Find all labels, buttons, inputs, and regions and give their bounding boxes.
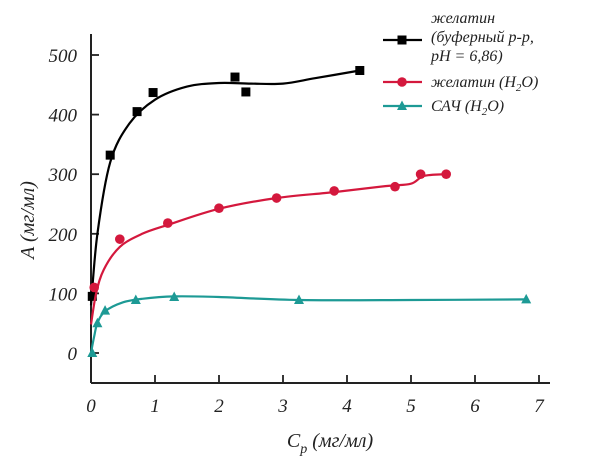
x-tick-label: 3 [277, 396, 288, 417]
x-tick-label: 1 [150, 396, 160, 417]
series-hsa-water [87, 291, 532, 357]
x-tick-label: 5 [406, 396, 416, 417]
series-gelatin-water [89, 169, 452, 325]
legend-label-hsa-water: САЧ (H2O) [431, 98, 504, 118]
data-point-hsa-water [294, 294, 304, 304]
data-point-gelatin-water [441, 169, 452, 179]
y-tick-label: 200 [49, 225, 78, 246]
legend-marker-gelatin-buffer [397, 35, 407, 45]
legend-label-gelatin-buffer: (буферный р-р, [431, 29, 534, 46]
chart-series [87, 65, 532, 357]
series-gelatin-buffer [87, 65, 365, 306]
data-point-gelatin-water [271, 193, 282, 203]
data-point-hsa-water [92, 317, 103, 328]
data-point-gelatin-water [214, 203, 224, 213]
data-point-gelatin-water [163, 218, 173, 228]
data-point-gelatin-buffer [105, 150, 115, 160]
data-point-gelatin-buffer [148, 88, 158, 98]
legend-label-gelatin-water: желатин (H2O) [431, 74, 538, 94]
y-tick-label: 300 [48, 165, 78, 186]
y-tick-label: 400 [49, 106, 78, 127]
data-point-gelatin-water [390, 181, 400, 192]
data-point-gelatin-buffer [132, 107, 142, 117]
x-tick-label: 7 [534, 396, 545, 417]
x-tick-label: 0 [86, 396, 96, 417]
series-line-gelatin-buffer [89, 69, 360, 306]
data-point-gelatin-water [89, 282, 99, 293]
data-point-hsa-water [130, 294, 141, 304]
x-tick-label: 2 [214, 396, 224, 417]
data-point-gelatin-buffer [87, 291, 97, 301]
x-axis-title: Cp (мг/мл) [287, 430, 374, 457]
data-point-gelatin-buffer [355, 65, 365, 75]
chart-legend: желатин (буферный р-р, рН = 6,86) желатин (… [383, 10, 538, 118]
legend-label-gelatin-buffer: желатин [431, 10, 495, 27]
legend-marker-hsa-water [397, 100, 407, 110]
legend-label-gelatin-buffer: рН = 6,86) [430, 48, 503, 65]
series-line-hsa-water [89, 295, 527, 354]
series-line-gelatin-water [89, 173, 447, 325]
chart-axes: 0 100 200 300 400 500 0 1 2 3 4 5 6 7 A (мг/мл) Cp (мг/… [17, 34, 550, 457]
data-point-hsa-water [87, 347, 98, 357]
y-axis-title: A (мг/мл) [17, 181, 39, 261]
x-tick-label: 4 [342, 396, 352, 417]
data-point-hsa-water [521, 293, 532, 304]
data-point-gelatin-water [115, 234, 125, 244]
data-point-gelatin-buffer [241, 87, 251, 97]
x-tick-label: 6 [470, 396, 480, 417]
y-tick-label: 100 [49, 284, 78, 305]
legend-marker-gelatin-water [397, 77, 407, 87]
data-point-gelatin-water [329, 186, 340, 196]
y-tick-label: 0 [68, 344, 78, 365]
data-point-hsa-water [100, 305, 111, 315]
data-point-gelatin-water [415, 169, 426, 179]
y-tick-label: 500 [49, 46, 78, 67]
data-point-hsa-water [169, 291, 180, 301]
data-point-gelatin-buffer [230, 72, 240, 82]
